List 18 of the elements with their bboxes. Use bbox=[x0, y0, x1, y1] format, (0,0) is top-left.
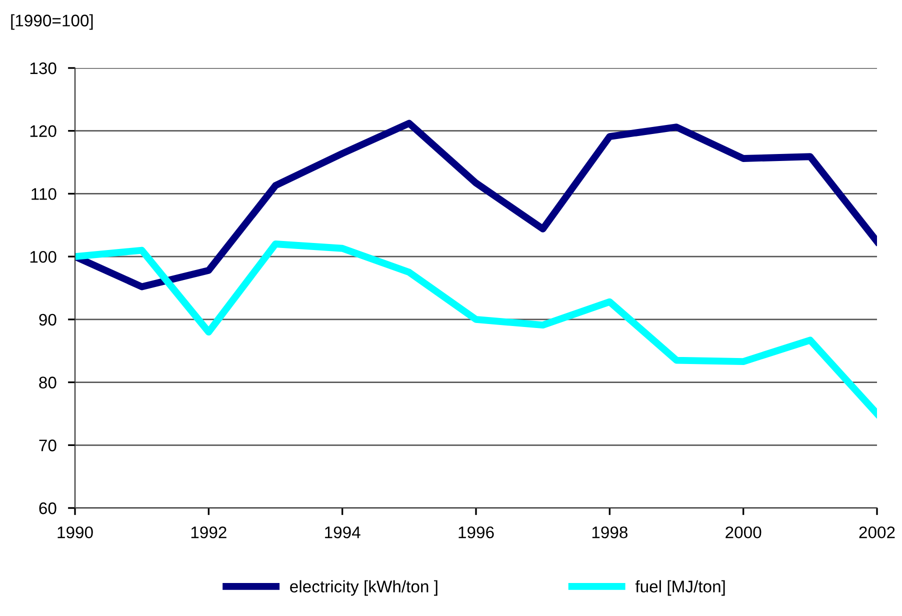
x-tick-label: 1992 bbox=[191, 526, 226, 538]
legend-label: electricity [kWh/ton ] bbox=[290, 580, 438, 596]
x-tick-label: 1998 bbox=[592, 526, 628, 538]
y-tick-label: 120 bbox=[30, 125, 56, 138]
x-tick-label: 1994 bbox=[325, 526, 360, 538]
x-tick-label: 2000 bbox=[726, 526, 762, 538]
y-tick-label: 80 bbox=[39, 376, 56, 388]
x-tick-label: 1990 bbox=[58, 526, 93, 538]
y-tick-label: 110 bbox=[32, 188, 56, 200]
y-tick-label: 100 bbox=[30, 250, 56, 263]
legend-label: fuel [MJ/ton] bbox=[635, 580, 725, 596]
chart-title: [1990=100] bbox=[11, 14, 93, 30]
y-tick-label: 130 bbox=[30, 62, 56, 74]
x-tick-label: 1996 bbox=[458, 526, 494, 538]
y-tick-label: 70 bbox=[39, 440, 56, 452]
x-tick-label: 2002 bbox=[859, 526, 895, 538]
y-tick-label: 90 bbox=[39, 314, 56, 326]
y-tick-label: 60 bbox=[39, 502, 56, 514]
